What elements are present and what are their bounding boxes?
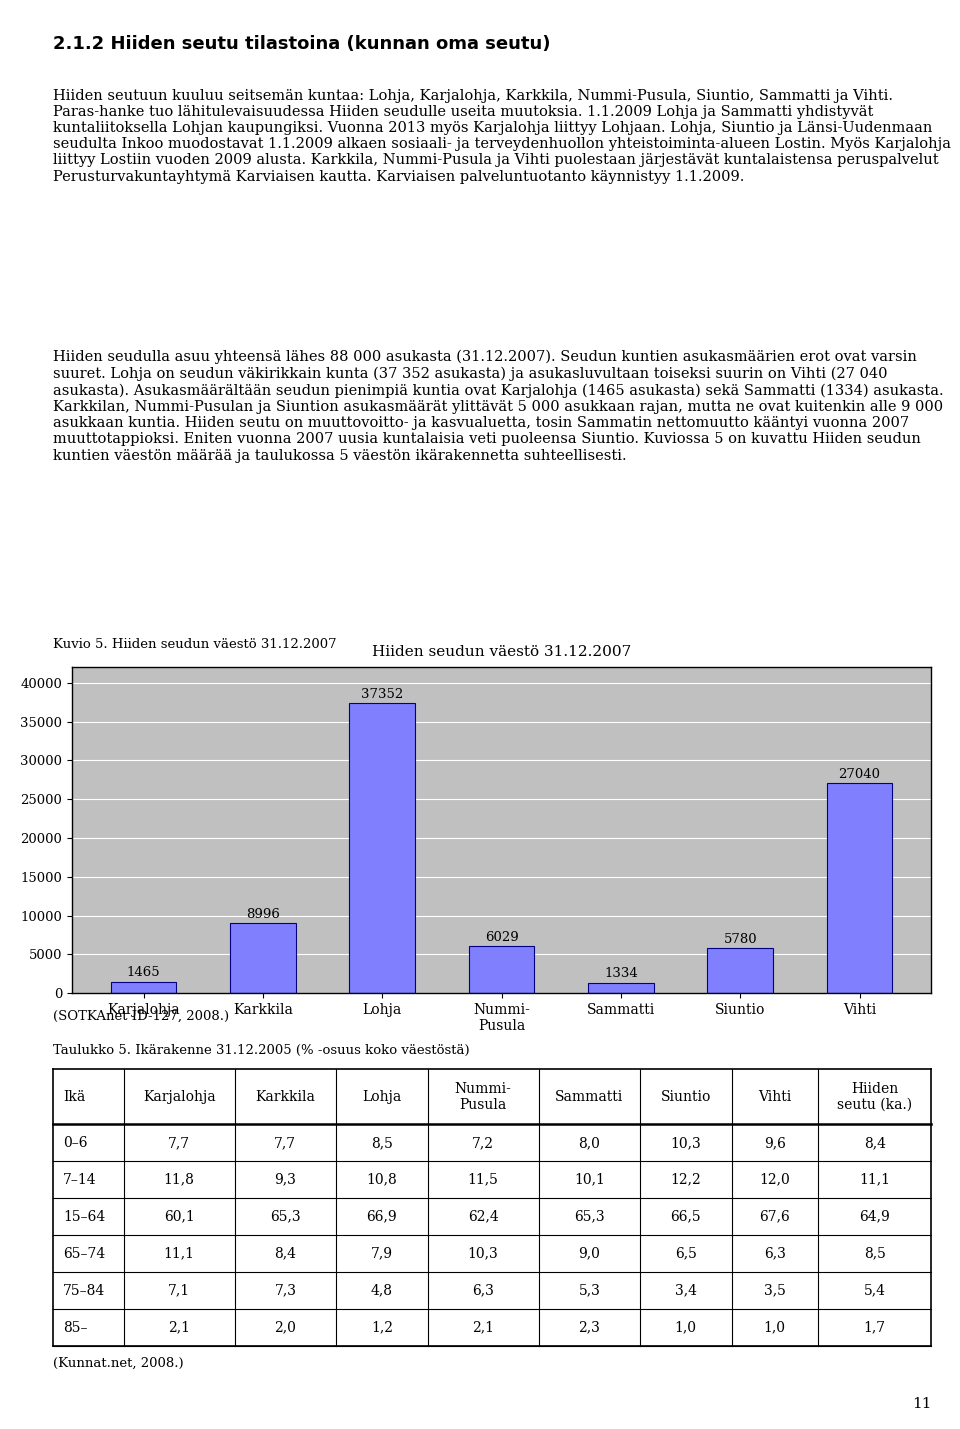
Text: 8,0: 8,0 (579, 1136, 600, 1150)
Text: 5,3: 5,3 (579, 1283, 600, 1298)
Text: 10,1: 10,1 (574, 1173, 605, 1186)
Text: 8,5: 8,5 (864, 1246, 885, 1260)
Bar (349, 703, 415, 993)
Text: 11,1: 11,1 (859, 1173, 890, 1186)
Text: 66,5: 66,5 (670, 1210, 701, 1223)
Text: 2,1: 2,1 (168, 1320, 190, 1335)
Text: 7,2: 7,2 (472, 1136, 494, 1150)
Text: 12,0: 12,0 (759, 1173, 790, 1186)
Text: 10,3: 10,3 (670, 1136, 701, 1150)
Text: 27040: 27040 (839, 767, 880, 780)
Text: 5,4: 5,4 (864, 1283, 886, 1298)
Text: 6,5: 6,5 (675, 1246, 697, 1260)
Text: 9,3: 9,3 (275, 1173, 297, 1186)
Text: 65,3: 65,3 (270, 1210, 300, 1223)
Text: 37352: 37352 (361, 687, 403, 700)
Text: Vihti: Vihti (758, 1090, 791, 1103)
Text: 60,1: 60,1 (164, 1210, 195, 1223)
Text: Hiiden seudulla asuu yhteensä lähes 88 000 asukasta (31.12.2007). Seudun kuntien: Hiiden seudulla asuu yhteensä lähes 88 0… (53, 350, 944, 463)
Bar (468, 946, 535, 993)
Text: 7,1: 7,1 (168, 1283, 190, 1298)
Text: 1,0: 1,0 (764, 1320, 786, 1335)
Text: Hiiden seutuun kuuluu seitsemän kuntaa: Lohja, Karjalohja, Karkkila, Nummi-Pusul: Hiiden seutuun kuuluu seitsemän kuntaa: … (53, 89, 950, 183)
Text: 7,7: 7,7 (168, 1136, 190, 1150)
Bar (588, 983, 654, 993)
Text: Hiiden
seutu (ka.): Hiiden seutu (ka.) (837, 1082, 912, 1112)
Text: 1465: 1465 (127, 966, 160, 979)
Bar (708, 949, 773, 993)
Text: 7,7: 7,7 (275, 1136, 297, 1150)
Text: 2,1: 2,1 (472, 1320, 494, 1335)
Bar (230, 923, 296, 993)
Text: 15–64: 15–64 (63, 1210, 106, 1223)
Title: Hiiden seudun väestö 31.12.2007: Hiiden seudun väestö 31.12.2007 (372, 646, 632, 659)
Text: 8,4: 8,4 (864, 1136, 886, 1150)
Text: Nummi-
Pusula: Nummi- Pusula (455, 1082, 512, 1112)
Text: Karkkila: Karkkila (255, 1090, 316, 1103)
Text: 12,2: 12,2 (670, 1173, 701, 1186)
Text: 4,8: 4,8 (371, 1283, 393, 1298)
Text: Siuntio: Siuntio (660, 1090, 711, 1103)
Text: 8,5: 8,5 (371, 1136, 393, 1150)
Text: 6029: 6029 (485, 930, 518, 943)
Text: 7–14: 7–14 (63, 1173, 97, 1186)
Text: 3,4: 3,4 (675, 1283, 697, 1298)
Text: 66,9: 66,9 (367, 1210, 397, 1223)
Text: 1,7: 1,7 (864, 1320, 886, 1335)
Text: 64,9: 64,9 (859, 1210, 890, 1223)
Text: 1334: 1334 (604, 967, 637, 980)
Text: 11,5: 11,5 (468, 1173, 498, 1186)
Text: 2,0: 2,0 (275, 1320, 297, 1335)
Text: 1,0: 1,0 (675, 1320, 697, 1335)
Text: 8,4: 8,4 (275, 1246, 297, 1260)
Text: 6,3: 6,3 (764, 1246, 785, 1260)
Text: 11,8: 11,8 (164, 1173, 195, 1186)
Text: 11: 11 (912, 1398, 931, 1410)
Text: 1,2: 1,2 (371, 1320, 393, 1335)
Text: 10,8: 10,8 (367, 1173, 397, 1186)
Text: Sammatti: Sammatti (555, 1090, 623, 1103)
Text: 8996: 8996 (246, 907, 280, 920)
Text: Kuvio 5. Hiiden seudun väestö 31.12.2007: Kuvio 5. Hiiden seudun väestö 31.12.2007 (53, 637, 336, 652)
Text: 67,6: 67,6 (759, 1210, 790, 1223)
Text: 7,3: 7,3 (275, 1283, 297, 1298)
Text: 7,9: 7,9 (371, 1246, 393, 1260)
Text: 5780: 5780 (724, 933, 757, 946)
Text: 3,5: 3,5 (764, 1283, 785, 1298)
Bar (827, 783, 893, 993)
Text: 75–84: 75–84 (63, 1283, 106, 1298)
Text: 85–: 85– (63, 1320, 88, 1335)
Text: 10,3: 10,3 (468, 1246, 498, 1260)
Text: 6,3: 6,3 (472, 1283, 494, 1298)
Text: 9,0: 9,0 (579, 1246, 600, 1260)
Text: Lohja: Lohja (362, 1090, 401, 1103)
Text: Taulukko 5. Ikärakenne 31.12.2005 (% -osuus koko väestöstä): Taulukko 5. Ikärakenne 31.12.2005 (% -os… (53, 1043, 469, 1057)
Text: 0–6: 0–6 (63, 1136, 88, 1150)
Text: Ikä: Ikä (63, 1090, 85, 1103)
Bar (110, 982, 177, 993)
Text: 11,1: 11,1 (164, 1246, 195, 1260)
Text: (SOTKAnet ID-127, 2008.): (SOTKAnet ID-127, 2008.) (53, 1009, 228, 1023)
Text: 65,3: 65,3 (574, 1210, 605, 1223)
Text: 2,3: 2,3 (579, 1320, 600, 1335)
Text: 9,6: 9,6 (764, 1136, 785, 1150)
Text: Karjalohja: Karjalohja (143, 1090, 215, 1103)
Text: 2.1.2 Hiiden seutu tilastoina (kunnan oma seutu): 2.1.2 Hiiden seutu tilastoina (kunnan om… (53, 36, 550, 53)
Text: 62,4: 62,4 (468, 1210, 498, 1223)
Text: (Kunnat.net, 2008.): (Kunnat.net, 2008.) (53, 1356, 183, 1370)
Text: 65–74: 65–74 (63, 1246, 106, 1260)
